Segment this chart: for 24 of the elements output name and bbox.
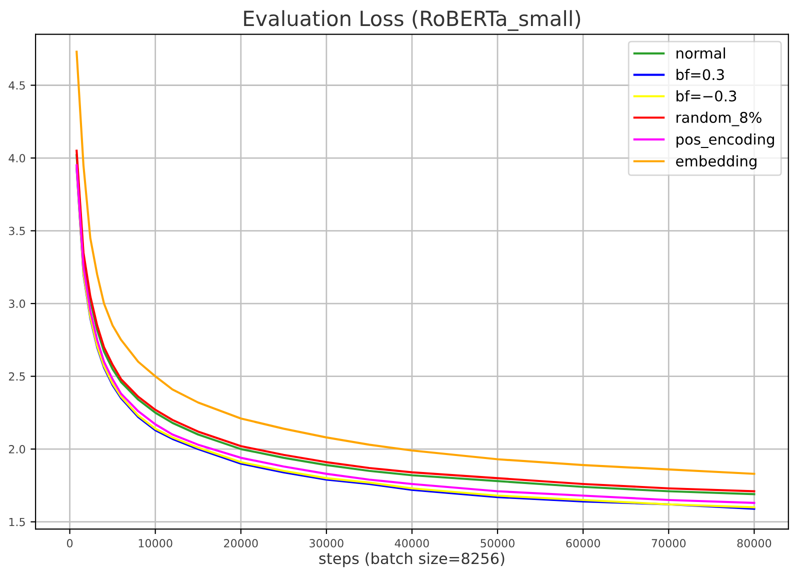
- y-tick-label: 3.5: [9, 226, 25, 236]
- x-tick-label: 60000: [566, 539, 600, 548]
- x-tick-label: 20000: [224, 539, 258, 548]
- y-tick-label: 3.0: [9, 300, 26, 308]
- legend-label: normal: [676, 47, 725, 59]
- x-tick-label: 30000: [310, 539, 344, 548]
- y-tick-label: 2.0: [8, 445, 26, 454]
- x-tick-label: 0: [66, 539, 73, 548]
- y-tick-label: 4.0: [8, 154, 26, 162]
- legend-label: bf=−0.3: [676, 90, 736, 102]
- legend-label: embedding: [676, 155, 756, 170]
- x-axis-title: steps (batch size=8256): [319, 552, 504, 568]
- x-tick-label: 10000: [138, 539, 172, 548]
- x-tick-label: 70000: [652, 539, 686, 548]
- chart-title: Evaluation Loss (RoBERTa_small): [244, 10, 580, 31]
- x-tick-label: 40000: [394, 539, 429, 548]
- y-tick-label: 1.5: [9, 518, 25, 526]
- legend-label: pos_encoding: [676, 133, 774, 148]
- x-tick-label: 80000: [737, 539, 772, 548]
- legend-label: random_8%: [676, 112, 762, 126]
- legend-label: bf=0.3: [676, 68, 724, 80]
- y-tick-label: 2.5: [8, 372, 25, 381]
- x-tick-label: 50000: [480, 539, 514, 548]
- y-tick-label: 4.5: [8, 81, 25, 90]
